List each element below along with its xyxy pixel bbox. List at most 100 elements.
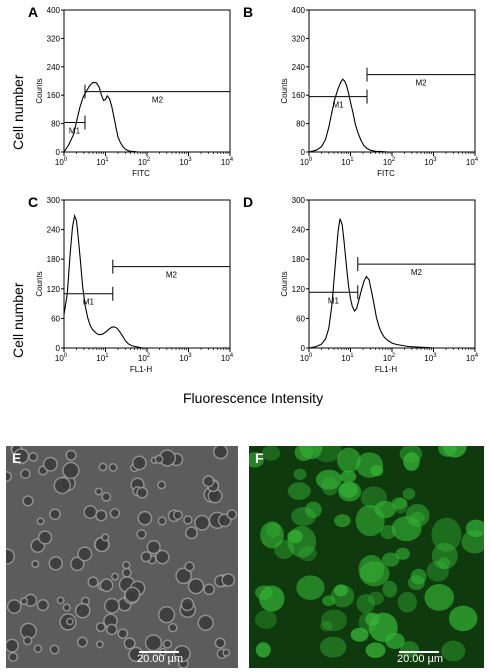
cell-shape: [448, 605, 478, 632]
cell-shape: [33, 644, 43, 654]
y-tick-label: 60: [296, 314, 305, 323]
cell-shape: [322, 595, 336, 607]
cell-shape: [399, 641, 420, 658]
x-tick-label: 102: [138, 157, 151, 167]
cell-shape: [334, 514, 351, 528]
cell-shape: [431, 542, 458, 570]
cell-shape: [407, 575, 425, 591]
cell-shape: [146, 540, 161, 555]
x-tick-label: 100: [55, 157, 68, 167]
cell-shape: [101, 491, 112, 502]
cell-shape: [6, 638, 20, 653]
cell-shape: [296, 575, 325, 600]
cell-shape: [260, 521, 284, 549]
cell-shape: [222, 648, 231, 657]
y-axis-label: Counts: [280, 78, 289, 103]
y-tick-label: 160: [292, 91, 306, 100]
x-axis-label: FL1-H: [130, 365, 152, 374]
histogram-trace: [308, 218, 475, 349]
cell-shape: [157, 606, 176, 624]
cell-shape: [368, 591, 384, 606]
cell-shape: [36, 517, 45, 526]
cell-shape: [340, 470, 357, 483]
cell-shape: [20, 597, 29, 606]
cell-shape: [338, 481, 358, 498]
histogram-trace: [308, 78, 475, 153]
cell-shape: [157, 480, 167, 490]
cell-shape: [108, 463, 118, 472]
y-axis-label: Counts: [280, 271, 289, 296]
x-tick-label: 101: [96, 353, 109, 363]
x-tick-label: 102: [138, 353, 151, 363]
cell-shape: [136, 486, 149, 499]
cell-shape: [358, 555, 385, 583]
cell-shape: [109, 508, 121, 519]
cell-shape: [62, 461, 80, 480]
cell-shape: [197, 614, 214, 632]
x-tick-label: 103: [179, 157, 192, 167]
marker-label: M2: [415, 79, 427, 88]
cell-shape: [117, 628, 129, 640]
cell-shape: [350, 627, 369, 642]
cell-shape: [53, 476, 72, 495]
x-tick-label: 103: [424, 353, 437, 363]
cell-shape: [22, 635, 33, 646]
y-tick-label: 240: [292, 63, 306, 72]
micrograph-f-image: [249, 446, 484, 668]
cell-shape: [83, 505, 98, 519]
y-tick-label: 240: [292, 226, 306, 235]
histogram-trace: [63, 213, 230, 349]
cell-shape: [255, 585, 273, 600]
cell-shape: [69, 556, 85, 572]
cell-shape: [299, 446, 323, 460]
y-tick-label: 80: [51, 120, 60, 129]
panel-letter-a: A: [28, 4, 39, 20]
y-tick-label: 300: [47, 196, 61, 205]
cell-shape: [249, 452, 265, 468]
cell-shape: [298, 545, 317, 562]
cell-shape: [56, 596, 65, 605]
y-tick-label: 60: [51, 314, 60, 323]
cell-shape: [6, 548, 15, 565]
cell-shape: [424, 583, 455, 611]
cell-shape: [121, 567, 132, 578]
scale-bar-f: [399, 651, 439, 653]
cell-shape: [124, 586, 141, 603]
cell-shape: [168, 622, 178, 633]
cell-shape: [37, 530, 53, 545]
panel-letter-e: E: [12, 450, 22, 466]
cell-shape: [438, 446, 457, 457]
histogram-trace: [63, 81, 230, 153]
cell-shape: [175, 567, 192, 585]
cell-shape: [49, 508, 61, 521]
panel-letter-c: C: [28, 194, 39, 210]
panel-letter-f: F: [255, 450, 264, 466]
cell-shape: [214, 637, 226, 649]
x-tick-label: 103: [179, 353, 192, 363]
cell-shape: [49, 644, 60, 655]
cell-shape: [105, 623, 118, 636]
cell-shape: [99, 578, 114, 593]
cell-shape: [173, 644, 191, 663]
cell-shape: [172, 510, 183, 521]
y-tick-label: 0: [56, 148, 61, 157]
scale-label-e: 20.00 µm: [137, 653, 184, 665]
marker-label: M2: [152, 96, 164, 105]
cell-shape: [397, 591, 417, 613]
cell-shape: [391, 516, 422, 542]
cell-shape: [94, 487, 103, 496]
y-tick-label: 120: [292, 285, 306, 294]
y-axis-label: Counts: [35, 271, 44, 296]
plot-frame: [308, 9, 476, 153]
x-tick-label: 102: [383, 157, 396, 167]
y-tick-label: 180: [47, 255, 61, 264]
y-tick-label: 300: [292, 196, 306, 205]
scale-bar-e: [139, 651, 179, 653]
cell-shape: [187, 577, 205, 595]
cell-shape: [22, 495, 34, 507]
cell-shape: [36, 598, 50, 612]
cell-shape: [162, 639, 173, 649]
cell-shape: [6, 471, 12, 482]
marker-label: M1: [332, 101, 344, 110]
fluorescence-intensity-label: Fluorescence Intensity: [183, 390, 324, 406]
